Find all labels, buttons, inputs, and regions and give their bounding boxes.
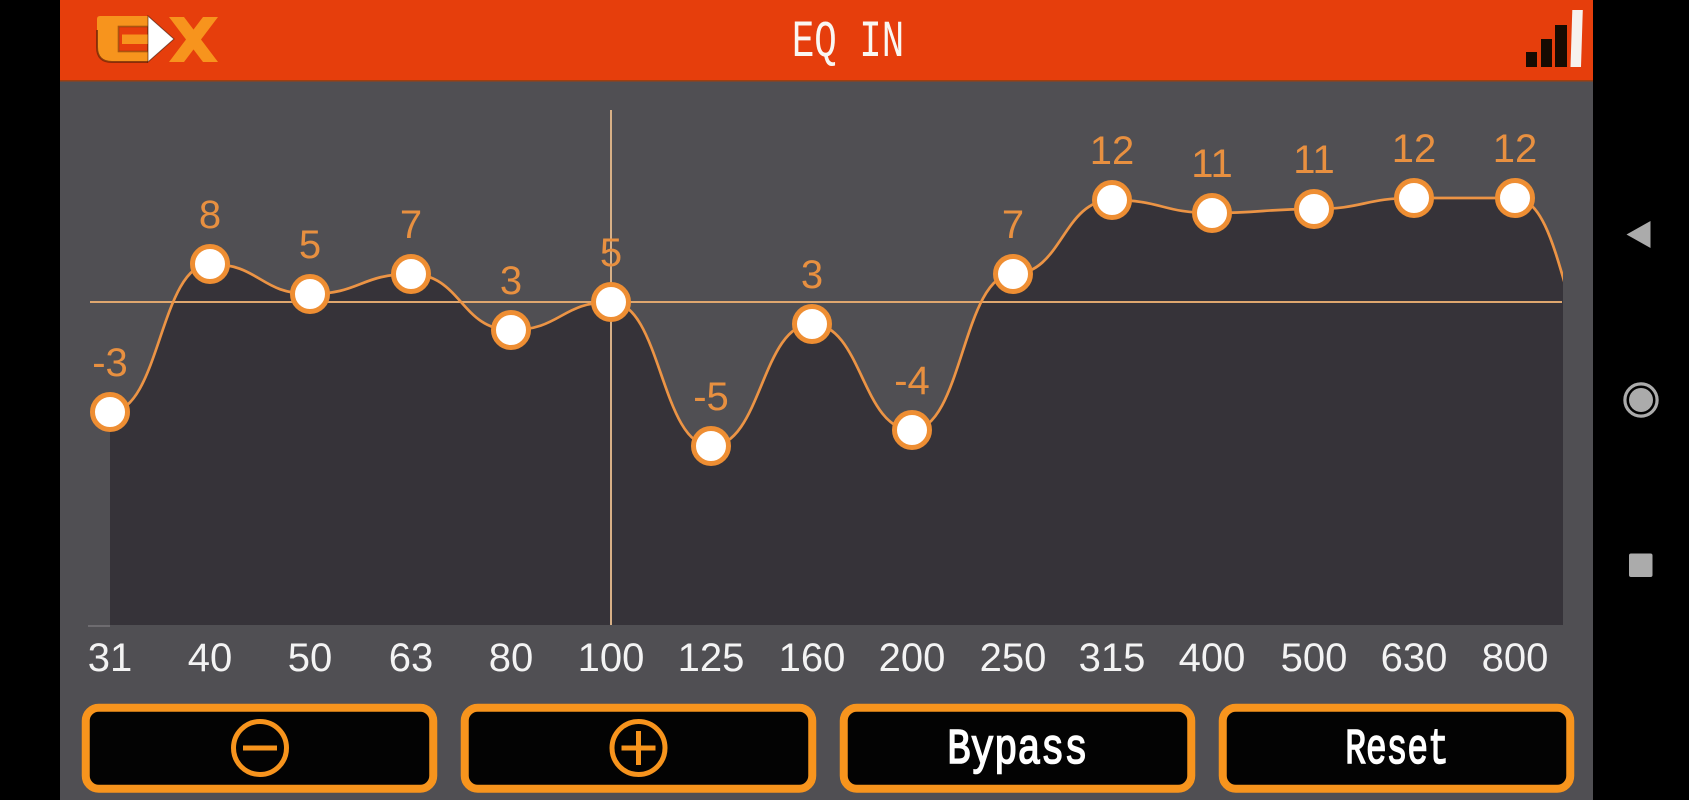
svg-text:11: 11 xyxy=(1293,138,1335,182)
svg-text:5: 5 xyxy=(299,223,321,267)
svg-text:8: 8 xyxy=(199,193,221,237)
svg-text:3: 3 xyxy=(500,259,522,303)
svg-text:-5: -5 xyxy=(693,375,729,419)
svg-text:160: 160 xyxy=(779,636,846,680)
svg-text:12: 12 xyxy=(1090,129,1135,173)
svg-text:7: 7 xyxy=(400,203,422,247)
svg-text:400: 400 xyxy=(1179,636,1246,680)
svg-text:315: 315 xyxy=(1079,636,1146,680)
svg-text:500: 500 xyxy=(1281,636,1348,680)
svg-text:200: 200 xyxy=(879,636,946,680)
svg-text:EQ IN: EQ IN xyxy=(792,12,904,72)
svg-text:80: 80 xyxy=(489,636,534,680)
svg-text:Bypass: Bypass xyxy=(947,723,1087,779)
svg-text:800: 800 xyxy=(1482,636,1549,680)
svg-text:-3: -3 xyxy=(92,341,128,385)
svg-text:100: 100 xyxy=(578,636,645,680)
svg-text:7: 7 xyxy=(1002,203,1024,247)
svg-text:250: 250 xyxy=(980,636,1047,680)
svg-text:63: 63 xyxy=(389,636,434,680)
svg-text:50: 50 xyxy=(288,636,333,680)
svg-text:40: 40 xyxy=(188,636,233,680)
svg-text:-4: -4 xyxy=(894,359,930,403)
svg-text:3: 3 xyxy=(801,253,823,297)
svg-text:125: 125 xyxy=(678,636,745,680)
svg-text:630: 630 xyxy=(1381,636,1448,680)
svg-text:31: 31 xyxy=(88,636,133,680)
svg-text:12: 12 xyxy=(1392,127,1437,171)
svg-text:5: 5 xyxy=(600,231,622,275)
svg-text:Reset: Reset xyxy=(1345,721,1448,778)
svg-text:11: 11 xyxy=(1191,142,1233,186)
svg-text:12: 12 xyxy=(1493,127,1538,171)
